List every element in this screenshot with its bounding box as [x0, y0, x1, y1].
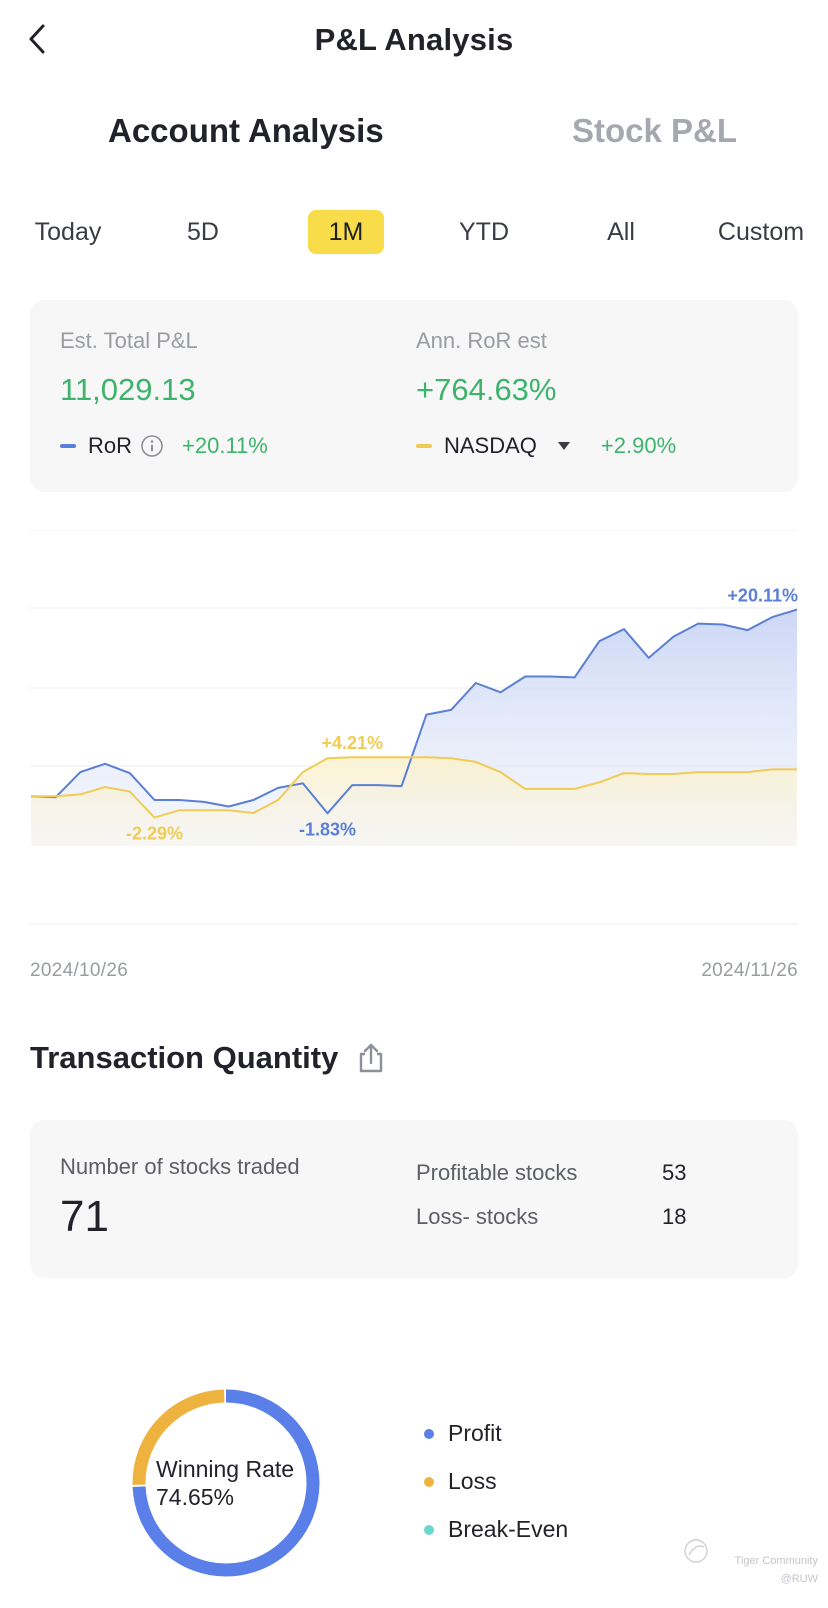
profitable-stocks-label: Profitable stocks: [416, 1160, 578, 1185]
nasdaq-legend-pct: +2.90%: [600, 433, 677, 458]
chart-annotation: +20.11%: [727, 586, 798, 606]
legend-break-even: Break-Even: [424, 1516, 568, 1543]
series-line-ror: [30, 608, 798, 815]
watermark-brand: Tiger Community: [734, 1555, 818, 1567]
break-even-dot: [424, 1524, 434, 1535]
back-button[interactable]: [22, 22, 52, 56]
stocks-traded-label: Number of stocks traded: [60, 1154, 300, 1179]
caret-down-icon[interactable]: [557, 441, 571, 451]
winning-rate-text: Winning Rate 74.65%: [156, 1455, 294, 1511]
chart-start-date: 2024/10/26: [30, 960, 129, 981]
period-custom[interactable]: Custom: [717, 218, 805, 246]
transaction-title: Transaction Quantity: [30, 1040, 339, 1075]
chart-end-date: 2024/11/26: [701, 960, 798, 981]
period-1m[interactable]: 1M: [308, 210, 384, 254]
period-5d[interactable]: 5D: [187, 218, 219, 246]
winning-rate-value: 74.65%: [156, 1484, 235, 1510]
stocks-traded-count: 71: [60, 1192, 109, 1241]
page-title: P&L Analysis: [314, 22, 514, 57]
series-line-nasdaq: [31, 756, 797, 819]
period-ytd[interactable]: YTD: [459, 218, 509, 246]
donut-segment-profit: [132, 1389, 320, 1577]
loss-dot: [424, 1476, 434, 1487]
profitable-stocks-value: 53: [662, 1160, 687, 1185]
watermark-user: @RUW: [780, 1573, 818, 1585]
legend-profit-label: Profit: [448, 1420, 502, 1446]
ror-legend-pct: +20.11%: [182, 433, 268, 458]
chart-annotation: -2.29%: [126, 824, 183, 844]
chart-annotation: +4.21%: [321, 733, 383, 753]
nasdaq-legend: NASDAQ +2.90%: [416, 432, 676, 460]
pl-summary-card: Est. Total P&L 11,029.13 Ann. RoR est +7…: [30, 300, 798, 492]
series-area-nasdaq: [31, 757, 797, 846]
period-all[interactable]: All: [607, 218, 635, 246]
benchmark-select[interactable]: NASDAQ: [444, 433, 537, 458]
info-icon[interactable]: [140, 434, 164, 458]
tiger-logo-icon: [682, 1537, 712, 1570]
watermark: Tiger Community @RUW: [735, 1552, 818, 1588]
transaction-card: Number of stocks traded 71 Profitable st…: [30, 1120, 798, 1278]
analysis-tabs: Account Analysis Stock P&L: [0, 112, 828, 160]
winning-rate-donut: [126, 1383, 326, 1583]
tab-account-analysis[interactable]: Account Analysis: [108, 112, 384, 149]
tab-stock-pl[interactable]: Stock P&L: [572, 112, 738, 149]
chevron-left-icon: [29, 24, 45, 54]
share-icon[interactable]: [356, 1042, 386, 1074]
donut-segment-loss: [132, 1389, 320, 1577]
total-pl-label: Est. Total P&L: [60, 328, 198, 353]
total-pl-value: 11,029.13: [60, 372, 196, 407]
chart-annotation: -1.83%: [299, 819, 356, 839]
ror-legend-swatch: [60, 444, 76, 448]
legend-loss: Loss: [424, 1468, 497, 1495]
section-title-transaction: Transaction Quantity: [30, 1040, 386, 1076]
loss-stocks-label: Loss- stocks: [416, 1204, 539, 1229]
legend-loss-label: Loss: [448, 1468, 497, 1494]
period-today[interactable]: Today: [34, 218, 102, 246]
profit-dot: [424, 1428, 434, 1439]
legend-break-even-label: Break-Even: [448, 1516, 569, 1542]
ror-legend-label: RoR: [88, 433, 133, 458]
pl-line-chart: +20.11% -1.83% -2.29% +4.21%: [30, 529, 798, 940]
ror-est-label: Ann. RoR est: [416, 328, 547, 353]
legend-profit: Profit: [424, 1420, 502, 1447]
donut-svg: [132, 1389, 320, 1577]
winning-rate-title: Winning Rate: [156, 1456, 295, 1482]
ror-est-value: +764.63%: [416, 372, 557, 407]
ror-legend: RoR +20.11%: [60, 432, 268, 460]
top-bar: P&L Analysis: [0, 0, 828, 84]
line-chart-svg: +20.11% -1.83% -2.29% +4.21%: [30, 529, 798, 925]
loss-stocks-value: 18: [662, 1204, 687, 1229]
period-selector: Today 5D 1M YTD All Custom: [0, 210, 828, 254]
nasdaq-legend-swatch: [416, 444, 432, 448]
